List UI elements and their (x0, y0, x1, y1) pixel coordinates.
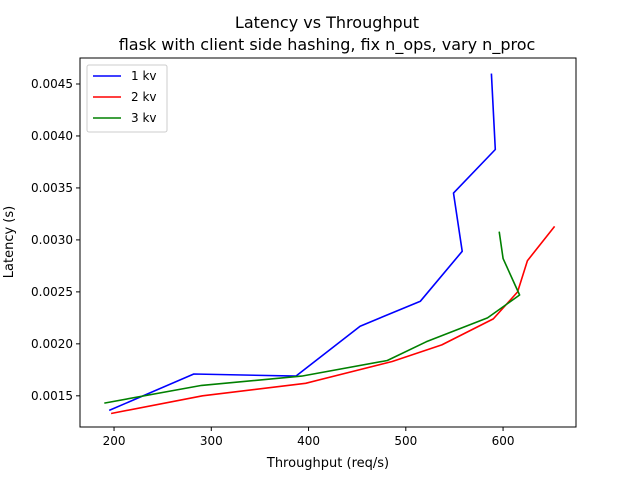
legend-label-3: 3 kv (131, 111, 157, 125)
legend-items: 1 kv 2 kv 3 kv (93, 69, 157, 125)
x-tick-label: 200 (103, 434, 126, 448)
series-layer (104, 73, 556, 415)
series-line-1 (108, 73, 497, 412)
plot-frame (79, 57, 577, 428)
series-line-2 (110, 225, 556, 415)
x-tick-label: 600 (492, 434, 515, 448)
series-line-3 (104, 231, 521, 404)
legend-frame (86, 64, 168, 133)
x-tick-label: 300 (200, 434, 223, 448)
y-tick-label: 0.0030 (31, 233, 73, 247)
chart-subtitle: flask with client side hashing, fix n_op… (119, 35, 536, 55)
y-axis-ticks: 0.0015 0.0020 0.0025 0.0030 0.0035 0.0040 0.00… (31, 77, 80, 403)
legend-label-2: 2 kv (131, 90, 157, 104)
y-tick-label: 0.0040 (31, 129, 73, 143)
x-tick-label: 400 (297, 434, 320, 448)
legend: 1 kv 2 kv 3 kv (86, 64, 168, 133)
plot-area (79, 57, 577, 428)
y-tick-label: 0.0015 (31, 389, 73, 403)
x-axis-label: Throughput (req/s) (266, 456, 389, 471)
y-tick-label: 0.0045 (31, 77, 73, 91)
y-tick-label: 0.0020 (31, 337, 73, 351)
legend-label-1: 1 kv (131, 69, 157, 83)
x-axis-ticks: 200 300 400 500 600 (103, 427, 515, 448)
y-tick-label: 0.0035 (31, 181, 73, 195)
y-axis-label: Latency (s) (2, 206, 17, 278)
chart-title: Latency vs Throughput (235, 13, 419, 32)
y-tick-label: 0.0025 (31, 285, 73, 299)
x-tick-label: 500 (394, 434, 417, 448)
